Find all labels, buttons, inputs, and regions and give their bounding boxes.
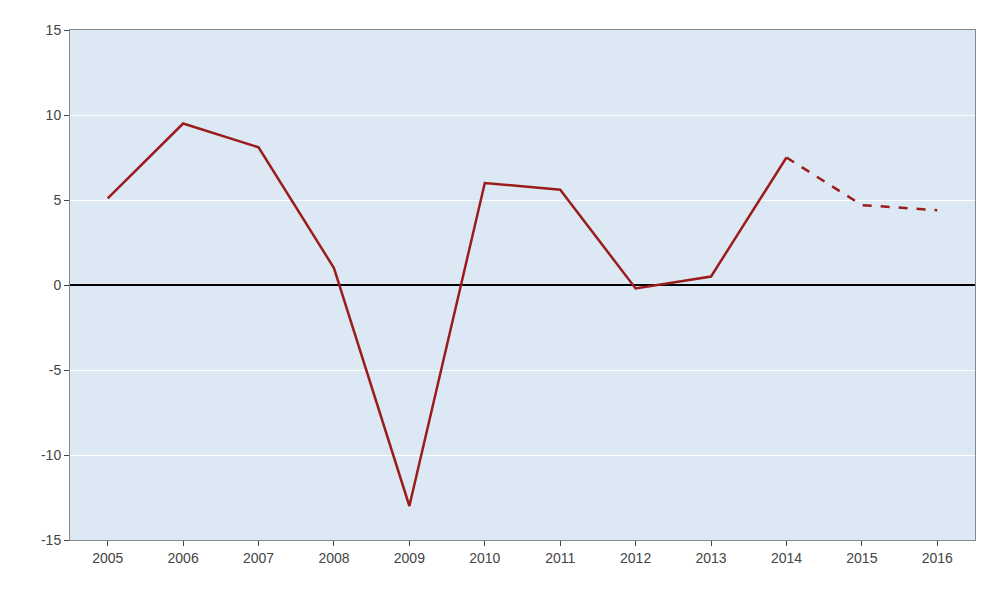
svg-text:-15: -15 [41, 532, 61, 548]
svg-text:-10: -10 [41, 447, 61, 463]
svg-text:2015: 2015 [846, 550, 877, 566]
svg-text:2010: 2010 [469, 550, 500, 566]
svg-text:-5: -5 [49, 362, 62, 378]
svg-text:2014: 2014 [771, 550, 802, 566]
svg-text:2012: 2012 [620, 550, 651, 566]
svg-text:0: 0 [53, 277, 61, 293]
svg-text:2007: 2007 [243, 550, 274, 566]
svg-text:2016: 2016 [922, 550, 953, 566]
svg-text:2013: 2013 [695, 550, 726, 566]
svg-text:2005: 2005 [92, 550, 123, 566]
svg-text:5: 5 [53, 192, 61, 208]
svg-text:15: 15 [46, 22, 62, 38]
svg-text:2008: 2008 [318, 550, 349, 566]
svg-text:2006: 2006 [168, 550, 199, 566]
svg-text:2009: 2009 [394, 550, 425, 566]
svg-text:2011: 2011 [545, 550, 575, 566]
svg-text:10: 10 [46, 107, 62, 123]
